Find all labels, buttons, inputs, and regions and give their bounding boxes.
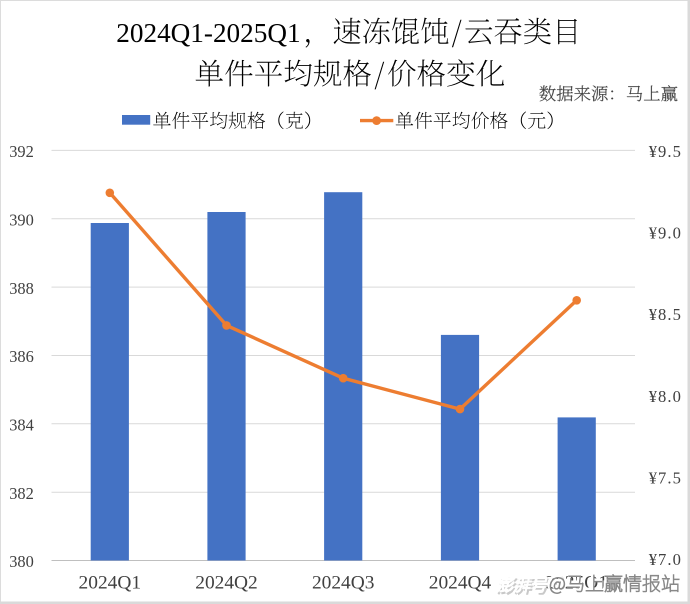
- svg-text:380: 380: [9, 552, 34, 571]
- svg-text:¥8.5: ¥8.5: [649, 305, 682, 324]
- svg-text:392: 392: [9, 142, 34, 161]
- svg-text:386: 386: [9, 347, 34, 366]
- svg-text:¥7.5: ¥7.5: [649, 468, 682, 487]
- svg-text:2024Q2: 2024Q2: [195, 572, 257, 593]
- svg-text:390: 390: [9, 210, 34, 229]
- svg-text:2024Q1-2025Q1: 2024Q1-2025Q1: [116, 18, 300, 48]
- svg-text:2024Q3: 2024Q3: [312, 572, 374, 593]
- svg-text:388: 388: [9, 279, 34, 298]
- svg-text:¥8.0: ¥8.0: [649, 387, 682, 406]
- svg-text:¥9.0: ¥9.0: [649, 224, 682, 243]
- svg-text:2024Q4: 2024Q4: [429, 572, 492, 593]
- svg-text:¥7.0: ¥7.0: [649, 550, 682, 569]
- svg-text:384: 384: [9, 416, 34, 435]
- svg-text:¥9.5: ¥9.5: [649, 142, 682, 161]
- svg-text:2024Q1: 2024Q1: [79, 572, 141, 593]
- svg-text:382: 382: [9, 484, 34, 503]
